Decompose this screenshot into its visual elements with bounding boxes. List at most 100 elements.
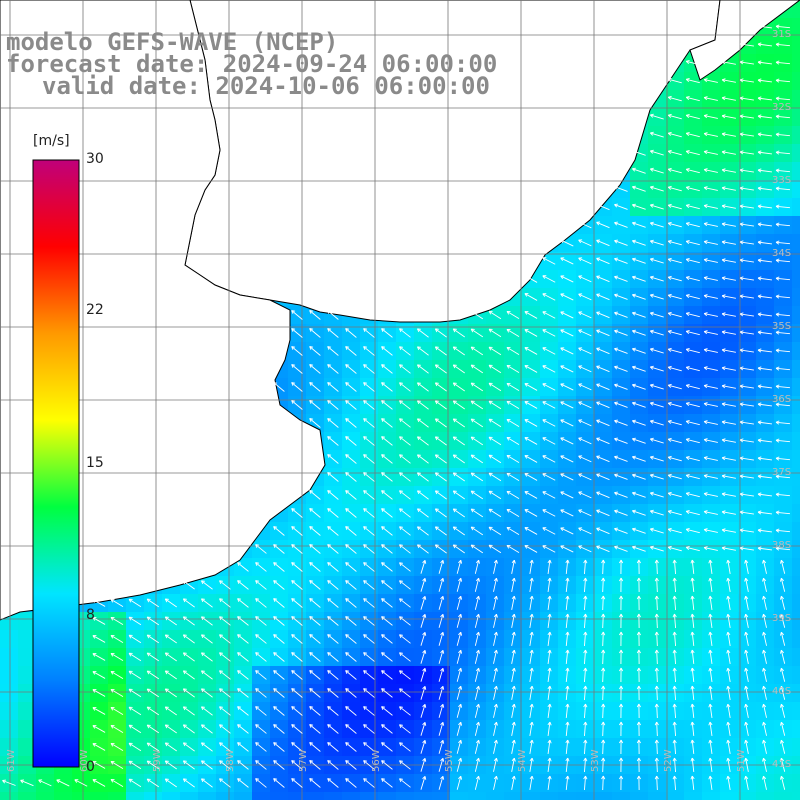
wind-arrow (345, 364, 357, 374)
wind-arrow (757, 186, 772, 191)
wind-arrow (757, 114, 772, 119)
wind-arrow (614, 293, 628, 300)
wind-arrow (667, 257, 682, 264)
wind-arrow (596, 221, 610, 229)
wind-arrow (596, 401, 610, 409)
land-mask (0, 0, 800, 621)
wind-arrow (542, 329, 556, 337)
wind-arrow (452, 400, 465, 410)
wind-cell (792, 198, 800, 216)
wind-arrow (542, 347, 556, 355)
wind-cell (684, 792, 702, 800)
wind-arrow (685, 330, 700, 336)
wind-arrow (417, 346, 429, 356)
wind-arrow (578, 347, 592, 355)
wind-arrow (739, 42, 754, 47)
wind-arrow (649, 149, 664, 156)
wind-arrow (739, 366, 754, 371)
wind-arrow (614, 275, 628, 282)
wind-cell (18, 738, 36, 756)
wind-arrow (739, 276, 754, 281)
wind-arrow (649, 365, 664, 372)
wind-arrow (721, 348, 736, 353)
wind-arrow (775, 78, 791, 83)
wind-arrow (632, 347, 646, 354)
wind-arrow (703, 366, 718, 371)
wind-cell (108, 792, 126, 800)
wind-cell (288, 792, 306, 800)
wind-cell (792, 630, 800, 648)
wind-arrow (757, 384, 772, 389)
wind-arrow (632, 257, 646, 264)
wind-arrow (578, 257, 592, 265)
wind-arrow (667, 221, 682, 228)
wind-arrow (757, 348, 772, 353)
wind-arrow (434, 400, 447, 410)
wind-arrow (524, 347, 538, 355)
wind-arrow (381, 382, 393, 392)
wind-arrow (649, 239, 664, 246)
wind-cell (468, 792, 486, 800)
wind-arrow (596, 293, 610, 301)
wind-arrow (632, 239, 646, 246)
wind-arrow (596, 239, 610, 247)
wind-arrow (703, 258, 718, 263)
colorbar-tick-0: 0 (86, 759, 95, 775)
wind-arrow (739, 240, 754, 245)
wind-cell (450, 792, 468, 800)
wind-arrow (757, 150, 772, 155)
wind-arrow (667, 167, 682, 174)
wind-arrow (757, 222, 772, 227)
wind-arrow (775, 366, 791, 371)
wind-arrow (614, 239, 628, 246)
wind-arrow (739, 96, 754, 101)
wind-arrow (452, 418, 465, 428)
wind-arrow (649, 221, 664, 228)
wind-arrow (381, 400, 393, 410)
wind-arrow (685, 348, 700, 354)
wind-arrow (775, 24, 791, 29)
wind-cell (756, 792, 774, 800)
wind-arrow (649, 383, 664, 390)
wind-cell (18, 666, 36, 684)
wind-cell (792, 720, 800, 738)
wind-arrow (667, 401, 682, 408)
wind-arrow (775, 42, 791, 47)
wind-cell (792, 738, 800, 756)
wind-arrow (506, 310, 520, 319)
wind-cell (252, 792, 270, 800)
wind-arrow (345, 346, 357, 356)
wind-arrow (309, 346, 321, 356)
wind-arrow (596, 257, 610, 265)
wind-arrow (685, 96, 700, 102)
wind-arrow (775, 312, 791, 317)
wind-arrow (632, 401, 646, 408)
wind-cell (432, 792, 450, 800)
wind-arrow (721, 186, 736, 191)
wind-cell (594, 792, 612, 800)
wind-arrow (542, 419, 556, 427)
colorbar (32, 159, 80, 768)
wind-arrow (506, 400, 520, 409)
wind-arrow (632, 419, 646, 426)
wind-cell (792, 36, 800, 54)
wind-arrow (703, 276, 718, 281)
wind-cell (792, 612, 800, 630)
wind-arrow (560, 239, 574, 247)
wind-arrow (560, 419, 574, 427)
lon-label: 52W (663, 749, 674, 772)
wind-cell (792, 396, 800, 414)
wind-arrow (721, 96, 736, 101)
wind-arrow (614, 365, 628, 372)
wind-arrow (775, 186, 791, 191)
wind-arrow (452, 364, 465, 374)
wind-cell (792, 414, 800, 432)
wind-arrow (596, 329, 610, 337)
wind-arrow (685, 186, 700, 192)
wind-arrow (596, 311, 610, 319)
wind-cell (792, 684, 800, 702)
wind-arrow (381, 346, 393, 356)
wind-arrow (685, 366, 700, 372)
wind-cell (36, 792, 54, 800)
wind-arrow (775, 168, 791, 173)
